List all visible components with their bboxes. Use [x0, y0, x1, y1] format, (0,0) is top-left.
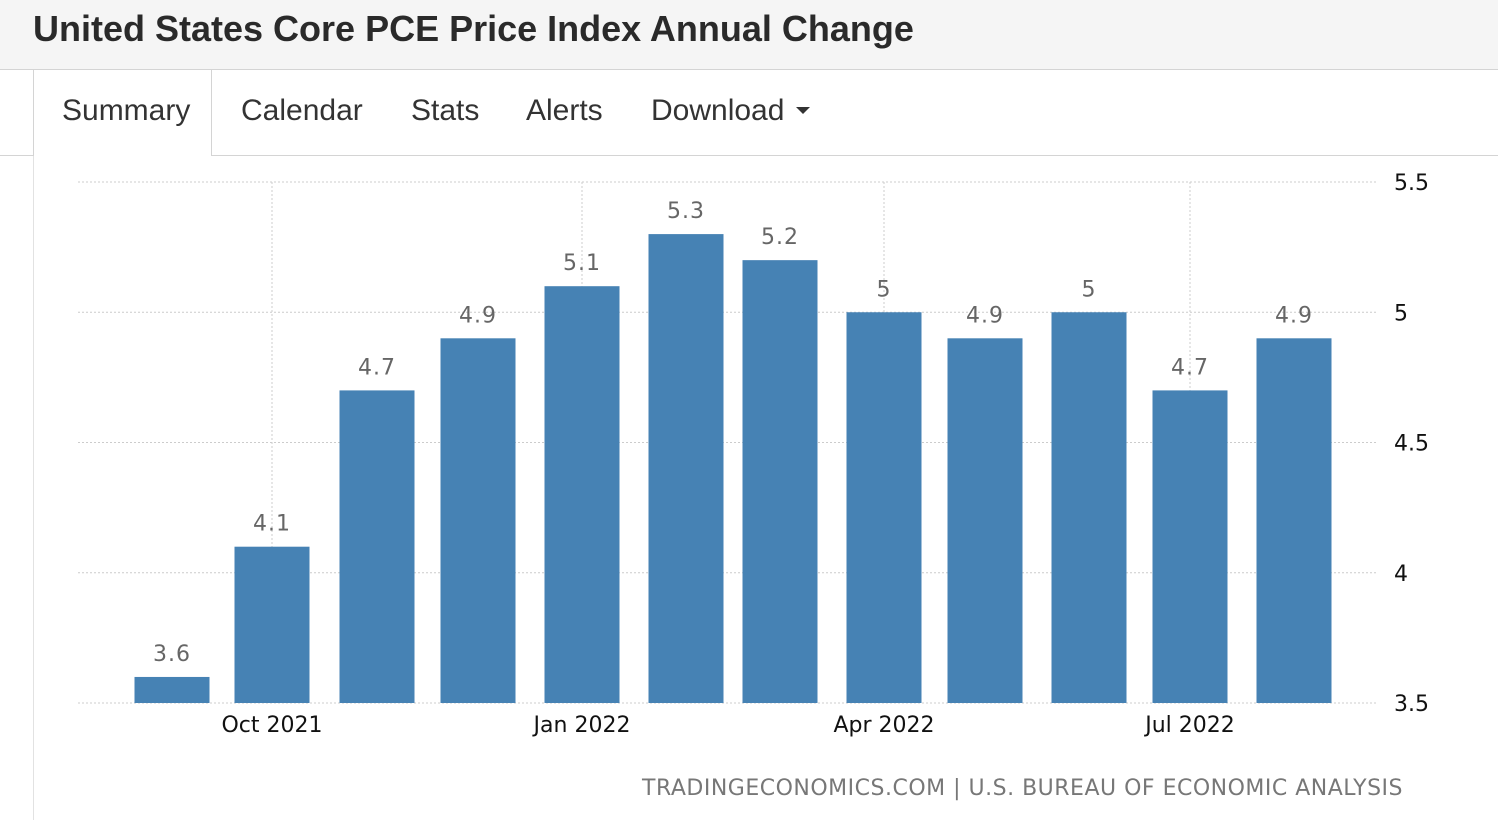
x-tick-label: Oct 2021 [221, 713, 322, 738]
bar[interactable] [544, 286, 620, 703]
y-tick-label: 4.5 [1394, 432, 1429, 457]
page-title: United States Core PCE Price Index Annua… [33, 8, 914, 49]
axis-labels: 5.5 5 4.5 4 3.5 Oct 2021 Jan 2022 Apr 2022 Jul 2… [221, 171, 1429, 738]
bar[interactable] [742, 260, 818, 703]
y-tick-label: 5.5 [1394, 171, 1429, 196]
bar[interactable] [846, 312, 922, 703]
bar[interactable] [1051, 312, 1127, 703]
bar-value-label: 5.1 [563, 251, 601, 276]
x-tick-label: Apr 2022 [833, 713, 934, 738]
y-tick-label: 4 [1394, 562, 1408, 587]
chart-source: TRADINGECONOMICS.COM | U.S. BUREAU OF EC… [641, 776, 1403, 801]
bar[interactable] [134, 676, 210, 703]
tab-download-label: Download [651, 94, 785, 127]
bar-value-label: 5 [1082, 277, 1097, 302]
y-tick-label: 3.5 [1394, 692, 1429, 717]
tab-stats-label: Stats [411, 94, 480, 127]
bar[interactable] [234, 546, 310, 703]
tab-calendar-label: Calendar [241, 94, 363, 127]
y-tick-label: 5 [1394, 301, 1408, 326]
tab-alerts-label: Alerts [526, 94, 603, 127]
bar-value-label: 4.9 [966, 303, 1004, 328]
tab-summary[interactable]: Summary [33, 70, 212, 156]
bar-value-label: 3.6 [153, 642, 191, 667]
tab-calendar[interactable]: Calendar [241, 94, 363, 128]
bar-value-label: 4.7 [358, 355, 396, 380]
bar-value-label: 5.2 [761, 225, 799, 250]
bar-value-label: 5 [877, 277, 892, 302]
page-header: United States Core PCE Price Index Annua… [0, 0, 1498, 70]
bar-value-label: 4.9 [459, 303, 497, 328]
bar-value-label: 4.9 [1275, 303, 1313, 328]
tab-bar-divider [211, 155, 1498, 156]
tab-bar: Summary Calendar Stats Alerts Download [0, 70, 1498, 156]
bar[interactable] [1152, 390, 1228, 703]
tab-download[interactable]: Download [651, 94, 811, 128]
bar[interactable] [339, 390, 415, 703]
tab-summary-label: Summary [62, 94, 191, 127]
tab-stats[interactable]: Stats [411, 94, 479, 128]
x-tick-label: Jul 2022 [1143, 713, 1235, 738]
content-border [33, 156, 34, 820]
tab-alerts[interactable]: Alerts [526, 94, 603, 128]
bar[interactable] [947, 338, 1023, 703]
bar-value-label: 4.1 [253, 512, 291, 537]
x-tick-label: Jan 2022 [532, 713, 631, 738]
bar[interactable] [1256, 338, 1332, 703]
bar-value-label: 4.7 [1171, 355, 1209, 380]
bars [134, 234, 1332, 703]
bar[interactable] [440, 338, 516, 703]
bar[interactable] [648, 234, 724, 703]
data-labels: 3.6 4.1 4.7 4.9 5.1 5.3 5.2 5 4.9 5 4.7 4.9 [153, 199, 1313, 667]
bar-value-label: 5.3 [667, 199, 705, 224]
tab-bar-divider [0, 155, 34, 156]
caret-down-icon [796, 106, 811, 114]
